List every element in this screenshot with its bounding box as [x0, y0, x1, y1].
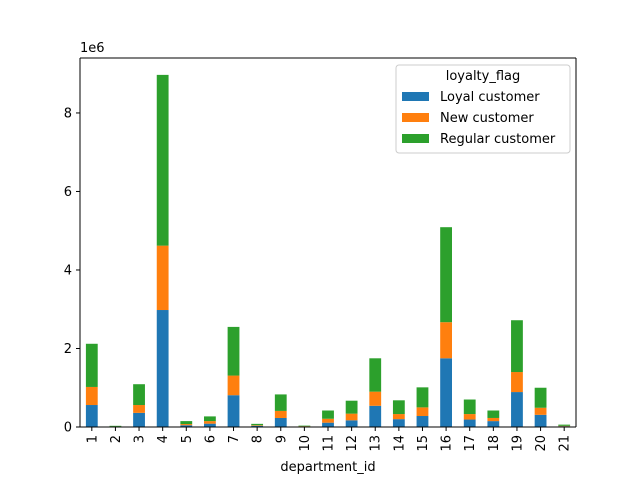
- bar-dept-6-series-1: [204, 421, 216, 424]
- bar-dept-8-series-1: [251, 425, 264, 426]
- y-tick-label: 0: [64, 421, 72, 436]
- bar-dept-12-series-1: [345, 413, 358, 421]
- bar-dept-17-series-2: [463, 399, 476, 415]
- bar-dept-16-series-2: [440, 227, 452, 323]
- x-tick-label: 6: [203, 435, 218, 443]
- bar-dept-9-series-2: [274, 394, 287, 411]
- bar-dept-3-series-0: [133, 412, 145, 427]
- bar-dept-11-series-2: [322, 410, 334, 419]
- bar-dept-16-series-0: [440, 358, 452, 427]
- x-tick-label: 5: [180, 435, 195, 443]
- x-tick-label: 16: [440, 435, 455, 452]
- bar-dept-5-series-2: [180, 421, 193, 425]
- bar-dept-1-series-0: [85, 405, 98, 427]
- x-tick-label: 13: [369, 435, 384, 452]
- y-tick-label: 4: [64, 263, 72, 278]
- bar-dept-18-series-1: [487, 417, 500, 422]
- bar-dept-3-series-2: [133, 384, 145, 406]
- bar-dept-14-series-0: [392, 419, 405, 427]
- bar-dept-6-series-0: [204, 423, 216, 427]
- bar-dept-12-series-2: [345, 400, 358, 414]
- x-tick-label: 9: [274, 435, 289, 443]
- bar-dept-1-series-1: [85, 386, 98, 406]
- x-tick-label: 10: [298, 435, 313, 452]
- bar-dept-19-series-1: [511, 372, 523, 393]
- legend-title: loyalty_flag: [446, 69, 521, 84]
- bar-dept-12-series-0: [345, 420, 358, 427]
- bar-dept-11-series-1: [322, 418, 334, 423]
- x-tick-label: 18: [487, 435, 502, 452]
- legend-label: Regular customer: [440, 132, 556, 147]
- bar-dept-7-series-1: [227, 375, 240, 396]
- bar-dept-3-series-1: [133, 405, 145, 413]
- y-tick-label: 8: [64, 106, 72, 121]
- x-tick-label: 8: [251, 435, 266, 443]
- bar-dept-18-series-2: [487, 410, 500, 418]
- bar-dept-13-series-2: [369, 358, 382, 392]
- x-tick-label: 12: [345, 435, 360, 452]
- bar-dept-21-series-2: [558, 424, 571, 426]
- y-ticks: 0 2 4 6 8: [64, 106, 80, 436]
- legend-swatch: [402, 92, 429, 101]
- bar-dept-4-series-2: [156, 74, 169, 246]
- x-tick-label: 19: [510, 435, 525, 452]
- bar-dept-9-series-0: [274, 417, 287, 427]
- legend-label: Loyal customer: [440, 90, 540, 105]
- x-tick-label: 2: [109, 435, 124, 443]
- x-tick-label: 4: [156, 435, 171, 443]
- legend-swatch: [402, 134, 429, 143]
- bar-dept-15-series-0: [416, 416, 429, 427]
- x-tick-label: 20: [534, 435, 549, 452]
- y-tick-label: 6: [64, 185, 72, 200]
- bar-dept-20-series-2: [534, 387, 547, 408]
- legend-swatch: [402, 113, 429, 122]
- bar-dept-9-series-1: [274, 410, 287, 418]
- bar-dept-17-series-0: [463, 419, 476, 427]
- x-tick-label: 11: [322, 435, 337, 452]
- bar-dept-11-series-0: [322, 422, 334, 427]
- legend-frame: [395, 64, 571, 154]
- bar-dept-13-series-0: [369, 405, 382, 427]
- x-tick-label: 7: [227, 435, 242, 443]
- bar-dept-19-series-0: [511, 392, 523, 427]
- bar-dept-7-series-0: [227, 395, 240, 427]
- x-tick-label: 1: [85, 435, 100, 443]
- bar-dept-4-series-0: [156, 310, 169, 427]
- x-tick-label: 21: [558, 435, 573, 452]
- bar-dept-20-series-0: [534, 414, 547, 427]
- bar-dept-15-series-1: [416, 407, 429, 417]
- bar-dept-7-series-2: [227, 326, 240, 376]
- legend-label: New customer: [440, 111, 534, 126]
- x-tick-label: 3: [133, 435, 148, 443]
- bar-dept-5-series-0: [180, 425, 193, 427]
- x-ticks: 1 2 3 4 5 6 7 8 9 10 11 12 13 14 15 16 17 18 19 20 21: [85, 427, 573, 452]
- bar-dept-18-series-0: [487, 421, 500, 427]
- bar-dept-13-series-1: [369, 391, 382, 406]
- bar-dept-17-series-1: [463, 414, 476, 420]
- bar-dept-2-series-2: [109, 425, 122, 427]
- x-axis-label: department_id: [280, 460, 375, 475]
- x-tick-label: 14: [392, 435, 407, 452]
- bar-dept-20-series-1: [534, 407, 547, 415]
- bar-dept-15-series-2: [416, 387, 429, 408]
- bar-dept-14-series-1: [392, 414, 405, 420]
- bar-dept-10-series-2: [298, 425, 311, 427]
- bar-dept-5-series-1: [180, 424, 193, 426]
- bar-dept-19-series-2: [511, 320, 523, 373]
- bar-dept-8-series-0: [251, 425, 264, 427]
- y-scale-label: 1e6: [80, 41, 105, 56]
- bars-layer: [85, 74, 571, 427]
- x-tick-label: 15: [416, 435, 431, 452]
- bar-dept-4-series-1: [156, 245, 169, 311]
- legend: loyalty_flag Loyal customer New customer R…: [395, 64, 571, 154]
- bar-dept-6-series-2: [204, 416, 216, 422]
- bar-dept-8-series-2: [251, 423, 264, 426]
- bar-dept-16-series-1: [440, 322, 452, 359]
- bar-dept-14-series-2: [392, 400, 405, 415]
- x-tick-label: 17: [463, 435, 478, 452]
- bar-dept-1-series-2: [85, 343, 98, 387]
- legend-items: Loyal customer New customer Regular custom…: [402, 90, 556, 147]
- y-tick-label: 2: [64, 342, 72, 357]
